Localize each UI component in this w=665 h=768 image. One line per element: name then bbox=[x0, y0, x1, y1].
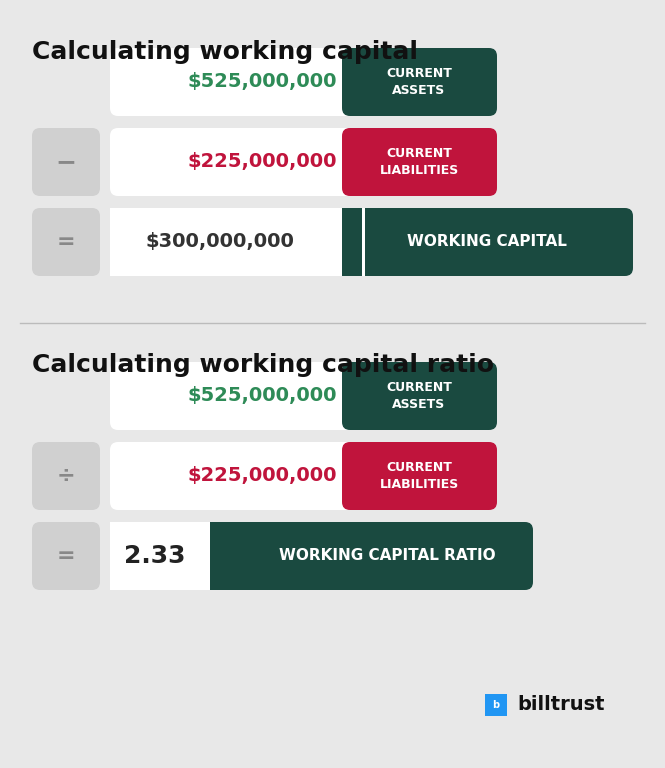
Text: CURRENT
LIABILITIES: CURRENT LIABILITIES bbox=[379, 461, 459, 491]
Text: CURRENT
ASSETS: CURRENT ASSETS bbox=[386, 381, 452, 411]
FancyBboxPatch shape bbox=[110, 208, 415, 276]
FancyBboxPatch shape bbox=[110, 48, 415, 116]
FancyBboxPatch shape bbox=[342, 208, 362, 276]
Text: −: − bbox=[55, 150, 76, 174]
Text: CURRENT
ASSETS: CURRENT ASSETS bbox=[386, 67, 452, 97]
Text: WORKING CAPITAL: WORKING CAPITAL bbox=[407, 234, 567, 250]
FancyBboxPatch shape bbox=[110, 362, 415, 430]
Text: ÷: ÷ bbox=[57, 466, 75, 486]
Text: b: b bbox=[493, 700, 499, 710]
Text: $225,000,000: $225,000,000 bbox=[188, 153, 336, 171]
Text: Calculating working capital ratio: Calculating working capital ratio bbox=[32, 353, 494, 377]
FancyBboxPatch shape bbox=[32, 128, 100, 196]
Text: $525,000,000: $525,000,000 bbox=[188, 386, 336, 406]
Text: CURRENT
LIABILITIES: CURRENT LIABILITIES bbox=[379, 147, 459, 177]
Text: =: = bbox=[57, 232, 75, 252]
Text: =: = bbox=[57, 546, 75, 566]
Text: $300,000,000: $300,000,000 bbox=[146, 233, 295, 251]
FancyBboxPatch shape bbox=[110, 128, 415, 196]
FancyBboxPatch shape bbox=[210, 522, 230, 590]
Text: billtrust: billtrust bbox=[517, 696, 604, 714]
Text: $525,000,000: $525,000,000 bbox=[188, 72, 336, 91]
FancyBboxPatch shape bbox=[110, 522, 533, 590]
Text: Calculating working capital: Calculating working capital bbox=[32, 40, 418, 64]
Text: $225,000,000: $225,000,000 bbox=[188, 466, 336, 485]
FancyBboxPatch shape bbox=[32, 522, 100, 590]
FancyBboxPatch shape bbox=[32, 208, 100, 276]
FancyBboxPatch shape bbox=[342, 208, 633, 276]
FancyBboxPatch shape bbox=[342, 48, 497, 116]
FancyBboxPatch shape bbox=[32, 442, 100, 510]
FancyBboxPatch shape bbox=[485, 694, 507, 716]
FancyBboxPatch shape bbox=[110, 442, 415, 510]
FancyBboxPatch shape bbox=[342, 128, 497, 196]
FancyBboxPatch shape bbox=[342, 442, 497, 510]
FancyBboxPatch shape bbox=[342, 362, 497, 430]
Text: WORKING CAPITAL RATIO: WORKING CAPITAL RATIO bbox=[279, 548, 495, 564]
Text: 2.33: 2.33 bbox=[124, 544, 186, 568]
FancyBboxPatch shape bbox=[110, 208, 365, 276]
FancyBboxPatch shape bbox=[110, 522, 220, 590]
